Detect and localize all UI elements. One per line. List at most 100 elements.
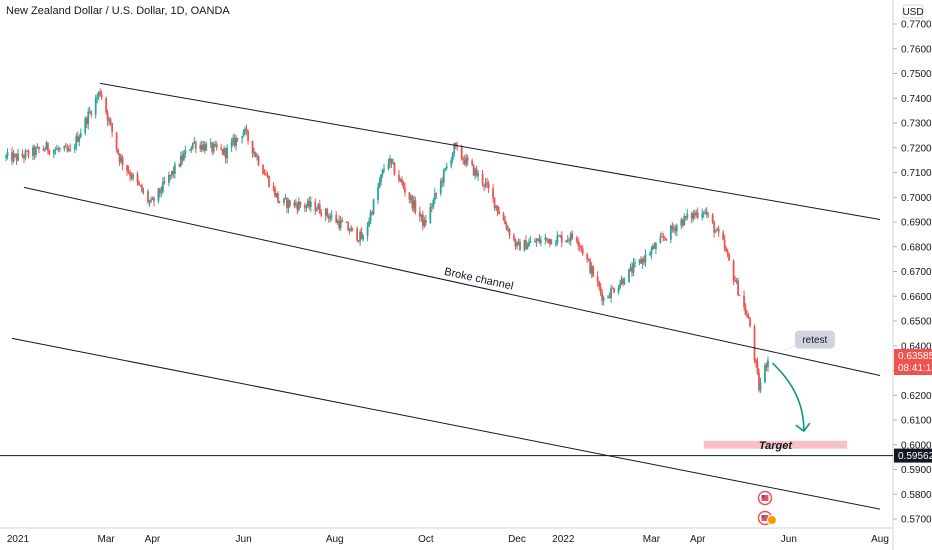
candle [253, 147, 255, 157]
candle-body [230, 142, 233, 148]
candle [46, 142, 49, 155]
candle [514, 238, 517, 250]
projected-channel-line[interactable] [11, 337, 881, 510]
lower-channel-line[interactable] [23, 186, 881, 376]
candle [126, 164, 128, 176]
candle-body [327, 215, 330, 219]
candle [132, 172, 134, 182]
candle [263, 169, 266, 176]
candle [294, 199, 297, 208]
candle [21, 149, 24, 159]
currency-badge[interactable] [902, 4, 924, 19]
candle-body [351, 227, 354, 229]
candle [377, 183, 379, 205]
flag-icon-stripes [761, 515, 769, 521]
upper-channel-line[interactable] [100, 82, 881, 221]
projection-arrow[interactable] [771, 362, 805, 432]
candle-body [190, 147, 193, 151]
candle [111, 122, 114, 138]
candle [631, 261, 633, 278]
candle [611, 286, 614, 290]
candle [33, 144, 36, 160]
candle [371, 210, 373, 216]
time-tick-label: Aug [326, 534, 344, 545]
us-flag-event-icon[interactable] [757, 490, 773, 506]
candle-body [758, 372, 760, 391]
candle-body [359, 231, 362, 241]
candle-body [117, 149, 119, 154]
candle-body [21, 153, 24, 157]
candle-body [743, 295, 745, 307]
level-price-tag[interactable] [894, 448, 932, 463]
candle-body [649, 254, 651, 255]
candle [284, 193, 287, 200]
candle-body [150, 199, 152, 202]
candle-body [330, 215, 333, 217]
candle [79, 128, 82, 139]
candle [99, 88, 102, 97]
candle [620, 275, 623, 285]
candle [326, 207, 329, 219]
candle-body [284, 198, 287, 199]
candle-body [502, 213, 505, 220]
candle [241, 135, 243, 144]
candle-body [38, 147, 40, 150]
time-axis[interactable]: 2021 Mar Apr Jun Aug Oct Dec 2022 Mar Apr Jun Aug [7, 534, 889, 545]
event-markers-layer[interactable] [757, 490, 777, 526]
candle [67, 145, 70, 153]
candle-body [274, 188, 276, 197]
candle-body [79, 133, 82, 137]
candle-body [725, 248, 728, 252]
candle [351, 227, 354, 232]
candle-body [193, 141, 196, 143]
candle-body [749, 318, 751, 327]
candle-body [275, 193, 278, 197]
candle [96, 93, 99, 104]
current-price-tag[interactable] [894, 349, 932, 376]
candle [85, 116, 88, 128]
candle [613, 287, 615, 294]
retest-label: retest [802, 335, 827, 346]
candle [220, 144, 223, 151]
candle [753, 324, 756, 364]
candle [732, 259, 735, 286]
candle-body [147, 191, 149, 202]
candle [32, 144, 34, 161]
candle-body [602, 297, 605, 301]
candle-body [163, 181, 166, 183]
candle-body [392, 162, 394, 164]
target-zone[interactable] [703, 440, 848, 449]
candle-body [266, 175, 269, 177]
candle [6, 148, 9, 160]
retest-callout-box[interactable] [794, 330, 835, 349]
candle [507, 225, 509, 233]
candle-body [580, 246, 583, 249]
candle-body [141, 185, 143, 192]
candle [412, 195, 415, 214]
candle [560, 231, 563, 248]
candle [743, 290, 745, 311]
candle [105, 96, 108, 115]
candle-body [643, 258, 645, 263]
candle-body [277, 193, 279, 202]
candle [463, 154, 466, 166]
candle-body [717, 228, 720, 233]
candle-body [203, 144, 206, 151]
candle [726, 248, 729, 258]
candle-body [169, 175, 172, 176]
candle-body [653, 245, 656, 249]
us-flag-event-icon[interactable] [757, 510, 777, 526]
candle [24, 148, 27, 161]
candle-body [714, 230, 717, 233]
candle-body [90, 111, 93, 115]
candle [758, 368, 760, 393]
candle [202, 141, 205, 152]
candle-body [241, 136, 243, 139]
candle-body [696, 212, 699, 218]
candle [138, 180, 140, 186]
candle [735, 277, 738, 285]
candle [286, 196, 288, 214]
